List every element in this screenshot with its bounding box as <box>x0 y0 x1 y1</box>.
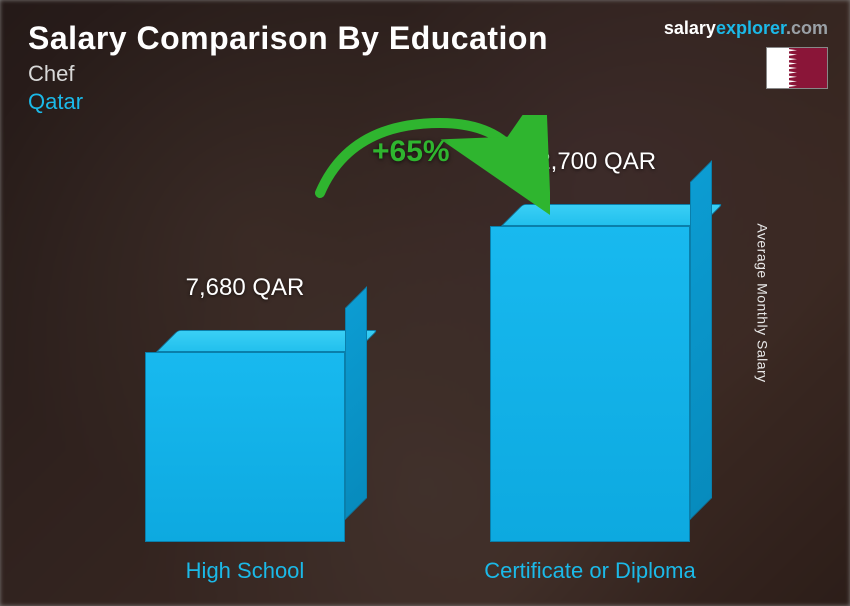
bar-front-face <box>490 226 690 542</box>
logo-part2: explorer <box>716 18 786 38</box>
bar-0: 7,680 QARHigh School <box>145 330 345 542</box>
logo-text: salaryexplorer.com <box>664 18 828 39</box>
bar-category-label: High School <box>95 558 395 584</box>
bar-side-face <box>345 286 367 520</box>
delta-percent-label: +65% <box>372 135 450 169</box>
branding: salaryexplorer.com <box>664 18 828 94</box>
logo-part3: .com <box>786 18 828 38</box>
logo-part1: salary <box>664 18 716 38</box>
qatar-flag-icon <box>766 47 828 89</box>
delta-arrow: +65% <box>290 115 550 205</box>
bar-category-label: Certificate or Diploma <box>440 558 740 584</box>
bar-value-label: 7,680 QAR <box>115 274 375 302</box>
bar-front-face <box>145 352 345 542</box>
content-area: Salary Comparison By Education Chef Qata… <box>0 0 850 606</box>
bar-side-face <box>690 160 712 520</box>
y-axis-label: Average Monthly Salary <box>754 223 770 382</box>
bar-1: 12,700 QARCertificate or Diploma <box>490 204 690 542</box>
